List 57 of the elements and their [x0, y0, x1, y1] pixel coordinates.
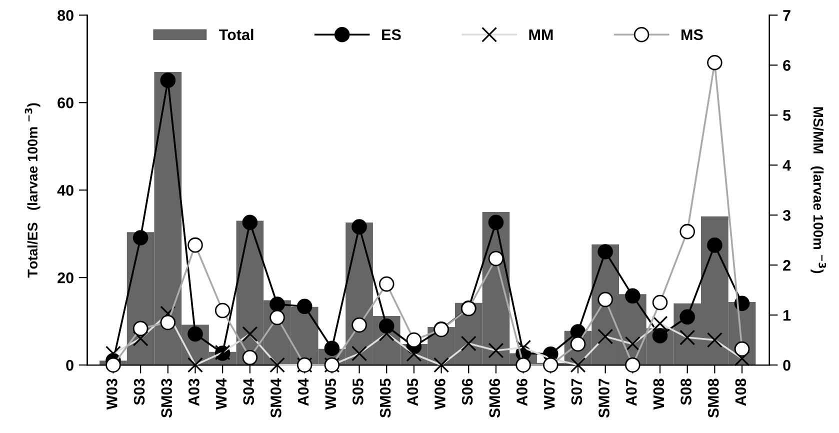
x-tick-label: SM07: [598, 378, 610, 418]
point: [652, 328, 668, 344]
legend-label: MS: [682, 29, 703, 40]
x-tick-label: S07: [571, 378, 582, 405]
y-tick-label: 60: [58, 97, 74, 108]
point: [132, 230, 148, 246]
x-tick-label: S08: [680, 378, 692, 405]
legend-label: ES: [382, 29, 401, 40]
y2-tick-label: 6: [783, 60, 790, 71]
x-tick-label: W05: [325, 378, 336, 410]
point: [488, 214, 504, 230]
point: [296, 298, 312, 314]
y-tick-label: 40: [57, 184, 74, 196]
x-tick-label: W08: [653, 378, 664, 410]
y2-tick-label: 1: [784, 310, 791, 321]
x-tick-label: A08: [735, 378, 746, 406]
point: [242, 214, 258, 230]
point: [160, 72, 176, 88]
y-tick-label: 80: [58, 10, 74, 21]
y-tick-label: 20: [58, 272, 74, 284]
y-tick-label: 0: [66, 360, 74, 371]
x-tick-label: W07: [544, 378, 555, 410]
y2-tick-label: 3: [782, 210, 790, 221]
point: [352, 219, 367, 234]
x-tick-label: SM05: [380, 378, 391, 418]
y-axis-title: Total/ES (larvae 100m $^{−3}$): [24, 103, 40, 278]
legend-label: Total: [219, 28, 254, 40]
x-tick-label: SM03: [161, 378, 172, 418]
point: [625, 288, 640, 304]
x-tick-label: W04: [216, 378, 227, 410]
x-tick-label: S04: [243, 378, 254, 405]
point: [598, 244, 613, 260]
x-tick-label: S06: [462, 378, 473, 405]
point: [707, 238, 722, 253]
y2-tick-label: 2: [783, 260, 790, 271]
point: [188, 326, 203, 342]
x-tick-label: A07: [626, 378, 637, 406]
y2-tick-label: 5: [783, 110, 791, 121]
x-tick-label: S03: [134, 378, 145, 405]
legend-label: MM: [529, 29, 553, 40]
x-tick-label: W06: [434, 378, 446, 410]
x-tick-label: SM08: [708, 378, 719, 418]
y2-tick-label: 4: [782, 160, 791, 171]
x-tick-label: A03: [188, 378, 200, 406]
y2-tick-label: 0: [783, 360, 790, 371]
point: [680, 309, 695, 325]
x-tick-label: A05: [407, 378, 418, 406]
x-tick-label: S05: [352, 378, 364, 405]
y2-axis-title: MS/MM (larvae 100m $^{−3}$): [810, 107, 826, 274]
y2-tick-label: 7: [783, 10, 790, 21]
x-tick-label: A04: [298, 378, 309, 406]
point: [270, 296, 285, 312]
x-tick-label: A06: [516, 378, 528, 406]
point: [324, 340, 340, 356]
x-tick-label: SM06: [489, 378, 500, 418]
x-tick-label: SM04: [270, 378, 282, 418]
x-tick-label: W03: [106, 378, 118, 410]
